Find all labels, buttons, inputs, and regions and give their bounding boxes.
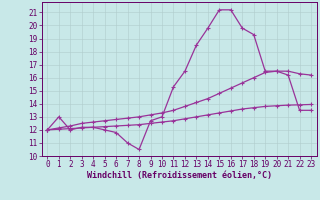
X-axis label: Windchill (Refroidissement éolien,°C): Windchill (Refroidissement éolien,°C) bbox=[87, 171, 272, 180]
